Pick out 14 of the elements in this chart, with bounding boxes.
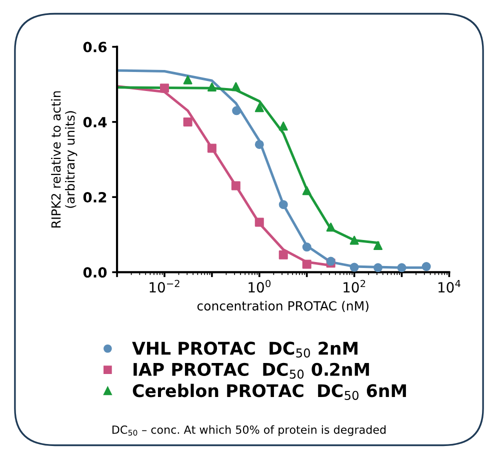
- legend-label: IAP PROTAC DC$_{50}$ 0.2nM: [134, 362, 369, 379]
- x-tick-label: 10$^{4}$: [438, 280, 460, 293]
- x-axis-title: concentration PROTAC (nM): [197, 300, 368, 312]
- y-tick-label: 0.6: [83, 42, 107, 52]
- y-tick-label: 0.2: [83, 192, 106, 203]
- legend-label: VHL PROTAC DC$_{50}$ 2nM: [132, 342, 358, 358]
- y-axis-title: RIPK2 relative to actin (arbitrary units): [51, 91, 78, 228]
- text: DC$_{50}$ – conc. At which 50% of protein is degraded: [112, 425, 386, 436]
- y-tick-label: 0.4: [83, 116, 107, 128]
- x-tick-label: 10$^{0}$: [248, 280, 271, 293]
- x-tick-label: 10$^{2}$: [344, 280, 366, 293]
- y-tick-label: 0.0: [83, 267, 107, 278]
- legend-label: Cereblon PROTAC DC$_{50}$ 6nM: [132, 384, 406, 400]
- x-tick-label: 10$^{−2}$: [150, 280, 180, 293]
